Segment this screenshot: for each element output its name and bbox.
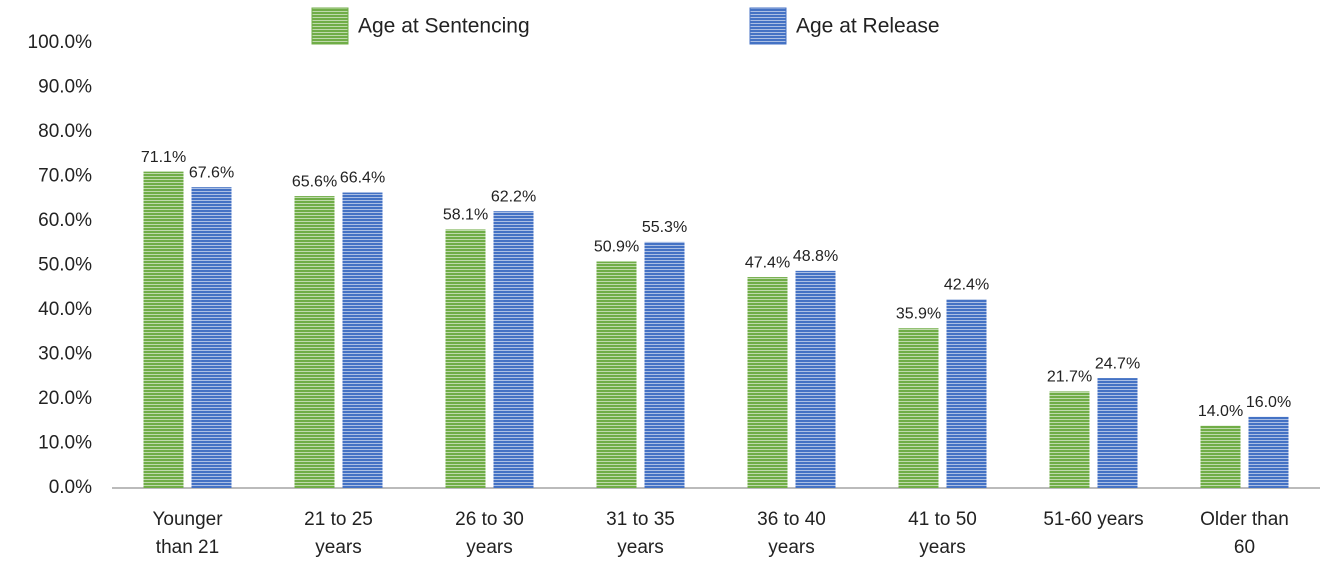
value-label: 58.1% bbox=[443, 207, 488, 224]
value-label: 62.2% bbox=[491, 188, 536, 205]
bar bbox=[1248, 416, 1289, 488]
y-tick-label: 90.0% bbox=[38, 77, 92, 98]
legend-label: Age at Sentencing bbox=[358, 15, 530, 38]
bar bbox=[747, 277, 788, 488]
bar bbox=[795, 270, 836, 488]
value-label: 65.6% bbox=[292, 173, 337, 190]
legend-label: Age at Release bbox=[796, 15, 940, 38]
y-tick-label: 30.0% bbox=[38, 344, 92, 365]
bar bbox=[342, 192, 383, 488]
y-tick-label: 100.0% bbox=[28, 32, 93, 53]
value-label: 14.0% bbox=[1198, 403, 1243, 420]
y-tick-label: 70.0% bbox=[38, 166, 92, 187]
value-label: 48.8% bbox=[793, 248, 838, 265]
x-tick-label: 26 to 30 years bbox=[455, 509, 524, 558]
value-label: 47.4% bbox=[745, 254, 790, 271]
bar bbox=[1200, 425, 1241, 488]
y-tick-label: 50.0% bbox=[38, 255, 92, 276]
bar bbox=[644, 241, 685, 488]
value-label: 16.0% bbox=[1246, 394, 1291, 411]
value-label: 42.4% bbox=[944, 277, 989, 294]
bar bbox=[493, 211, 534, 488]
y-tick-label: 60.0% bbox=[38, 210, 92, 231]
value-label: 67.6% bbox=[189, 164, 234, 181]
legend-swatch bbox=[311, 7, 349, 45]
y-tick-label: 40.0% bbox=[38, 299, 92, 320]
x-tick-label: 41 to 50 years bbox=[908, 509, 977, 558]
x-tick-label: 31 to 35 years bbox=[606, 509, 675, 558]
bar bbox=[1097, 378, 1138, 488]
y-tick-label: 0.0% bbox=[49, 477, 92, 498]
bar bbox=[143, 171, 184, 489]
x-tick-label: 51-60 years bbox=[1043, 509, 1143, 530]
bar bbox=[898, 328, 939, 488]
bar bbox=[1049, 391, 1090, 488]
x-tick-label: 36 to 40 years bbox=[757, 509, 826, 558]
y-tick-label: 10.0% bbox=[38, 433, 92, 454]
legend-swatch bbox=[749, 7, 787, 45]
y-tick-label: 80.0% bbox=[38, 121, 92, 142]
x-tick-label: Older than 60 bbox=[1200, 509, 1289, 558]
value-label: 21.7% bbox=[1047, 369, 1092, 386]
x-tick-label: 21 to 25 years bbox=[304, 509, 373, 558]
value-label: 50.9% bbox=[594, 239, 639, 256]
y-tick-label: 20.0% bbox=[38, 388, 92, 409]
bar bbox=[191, 187, 232, 488]
value-label: 55.3% bbox=[642, 219, 687, 236]
value-label: 35.9% bbox=[896, 305, 941, 322]
x-tick-label: Younger than 21 bbox=[152, 509, 223, 558]
bar bbox=[294, 196, 335, 488]
value-label: 24.7% bbox=[1095, 355, 1140, 372]
value-label: 66.4% bbox=[340, 170, 385, 187]
value-label: 71.1% bbox=[141, 149, 186, 166]
bar bbox=[596, 261, 637, 488]
bar bbox=[946, 299, 987, 488]
bar bbox=[445, 229, 486, 488]
